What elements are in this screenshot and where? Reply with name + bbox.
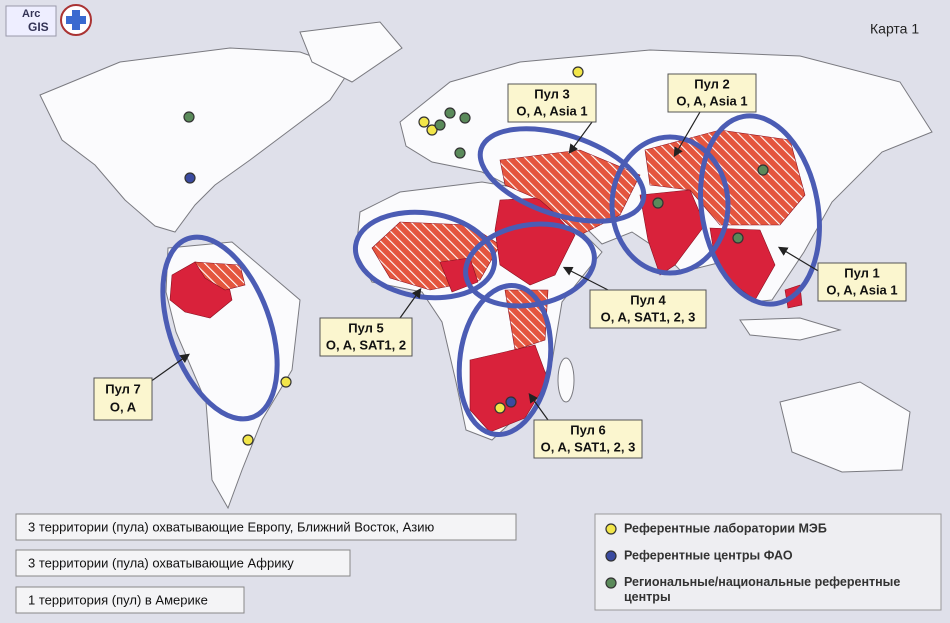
map-dot bbox=[757, 164, 769, 176]
pool-7-ellipse bbox=[160, 234, 280, 422]
summary-box bbox=[15, 586, 245, 614]
map-dot bbox=[242, 434, 254, 446]
arrow bbox=[777, 246, 821, 273]
summary-box bbox=[15, 513, 517, 541]
pool-label-box bbox=[507, 83, 597, 123]
map-dot bbox=[434, 119, 446, 131]
map-dot bbox=[444, 107, 456, 119]
pool-label-box bbox=[817, 262, 907, 302]
pool-name: Пул 7 bbox=[105, 381, 141, 396]
pool-6-ellipse bbox=[456, 282, 554, 438]
legend-box bbox=[594, 513, 942, 611]
arrow bbox=[399, 288, 422, 319]
legend-label: Референтные центры ФАО bbox=[624, 548, 793, 562]
summary: 3 территории (пула) охватывающие Европу,… bbox=[15, 513, 517, 614]
map-dot bbox=[505, 396, 517, 408]
map-dot bbox=[418, 116, 430, 128]
legend-label: Региональные/национальные референтные цен… bbox=[624, 575, 900, 604]
greenland bbox=[299, 21, 403, 83]
summary-text: 1 территория (пул) в Америке bbox=[28, 592, 208, 607]
australia bbox=[779, 381, 911, 473]
arrow bbox=[149, 353, 190, 383]
arrow bbox=[562, 266, 613, 293]
map-dot bbox=[572, 66, 584, 78]
legend-marker bbox=[605, 577, 617, 589]
logo-cross bbox=[66, 10, 86, 30]
madagascar bbox=[557, 357, 575, 403]
pool-label-box bbox=[667, 73, 757, 113]
arrow bbox=[673, 111, 701, 158]
pool-serotypes: O, A, Asia 1 bbox=[516, 103, 587, 118]
map-dot bbox=[652, 197, 664, 209]
pool-label-box bbox=[93, 377, 153, 421]
map-dot bbox=[732, 232, 744, 244]
pool-3-ellipse bbox=[477, 126, 647, 224]
map-dot bbox=[494, 402, 506, 414]
map-dot bbox=[454, 147, 466, 159]
pool-name: Пул 4 bbox=[630, 292, 666, 307]
arrow bbox=[568, 117, 596, 154]
map-dot bbox=[459, 112, 471, 124]
area-venezuela bbox=[194, 261, 246, 291]
logo-arc: Arc bbox=[22, 8, 40, 20]
pool-serotypes: O, A, SAT1, 2, 3 bbox=[541, 439, 636, 454]
pool-serotypes: O, A, Asia 1 bbox=[826, 282, 897, 297]
arrow bbox=[528, 393, 549, 421]
area-middle-east bbox=[499, 149, 641, 236]
pool-2-ellipse bbox=[609, 134, 731, 276]
pool-4-ellipse bbox=[463, 221, 597, 309]
summary-box bbox=[15, 549, 351, 577]
logo-box bbox=[5, 5, 57, 37]
reference-dots bbox=[183, 66, 769, 446]
pool-name: Пул 1 bbox=[844, 265, 880, 280]
pool-serotypes: O, A bbox=[110, 399, 137, 414]
pool-arrows bbox=[149, 111, 821, 421]
pool-serotypes: O, A, Asia 1 bbox=[676, 93, 747, 108]
pool-name: Пул 6 bbox=[570, 422, 606, 437]
map-dot bbox=[184, 172, 196, 184]
logo-gis: GIS bbox=[28, 20, 49, 34]
pool-name: Пул 3 bbox=[534, 86, 570, 101]
pool-label-box bbox=[319, 317, 413, 357]
legend-marker bbox=[605, 523, 617, 535]
pool-label-box bbox=[533, 419, 643, 459]
map-dot bbox=[183, 111, 195, 123]
map-dot bbox=[426, 124, 438, 136]
pool-serotypes: O, A, SAT1, 2 bbox=[326, 337, 406, 352]
logo: Arc GIS bbox=[5, 4, 92, 37]
pool-labels: Пул 1 O, A, Asia 1 Пул 2 O, A, Asia 1 Пу… bbox=[93, 73, 907, 459]
pool-1-ellipse bbox=[698, 113, 822, 307]
pool-name: Пул 5 bbox=[348, 320, 384, 335]
pool-serotypes: O, A, SAT1, 2, 3 bbox=[601, 309, 696, 324]
summary-text: 3 территории (пула) охватывающие Африку bbox=[28, 555, 294, 570]
map-dot bbox=[280, 376, 292, 388]
map-label: Карта 1 bbox=[870, 21, 919, 37]
legend-label: Референтные лаборатории МЭБ bbox=[624, 521, 827, 535]
pool-name: Пул 2 bbox=[694, 76, 730, 91]
north-america bbox=[39, 47, 351, 233]
summary-text: 3 территории (пула) охватывающие Европу,… bbox=[28, 519, 434, 534]
pool-label-box bbox=[589, 289, 707, 329]
legend-marker bbox=[605, 550, 617, 562]
indonesia bbox=[739, 317, 842, 341]
legend: Референтные лаборатории МЭБ Референтные ц… bbox=[594, 513, 942, 611]
